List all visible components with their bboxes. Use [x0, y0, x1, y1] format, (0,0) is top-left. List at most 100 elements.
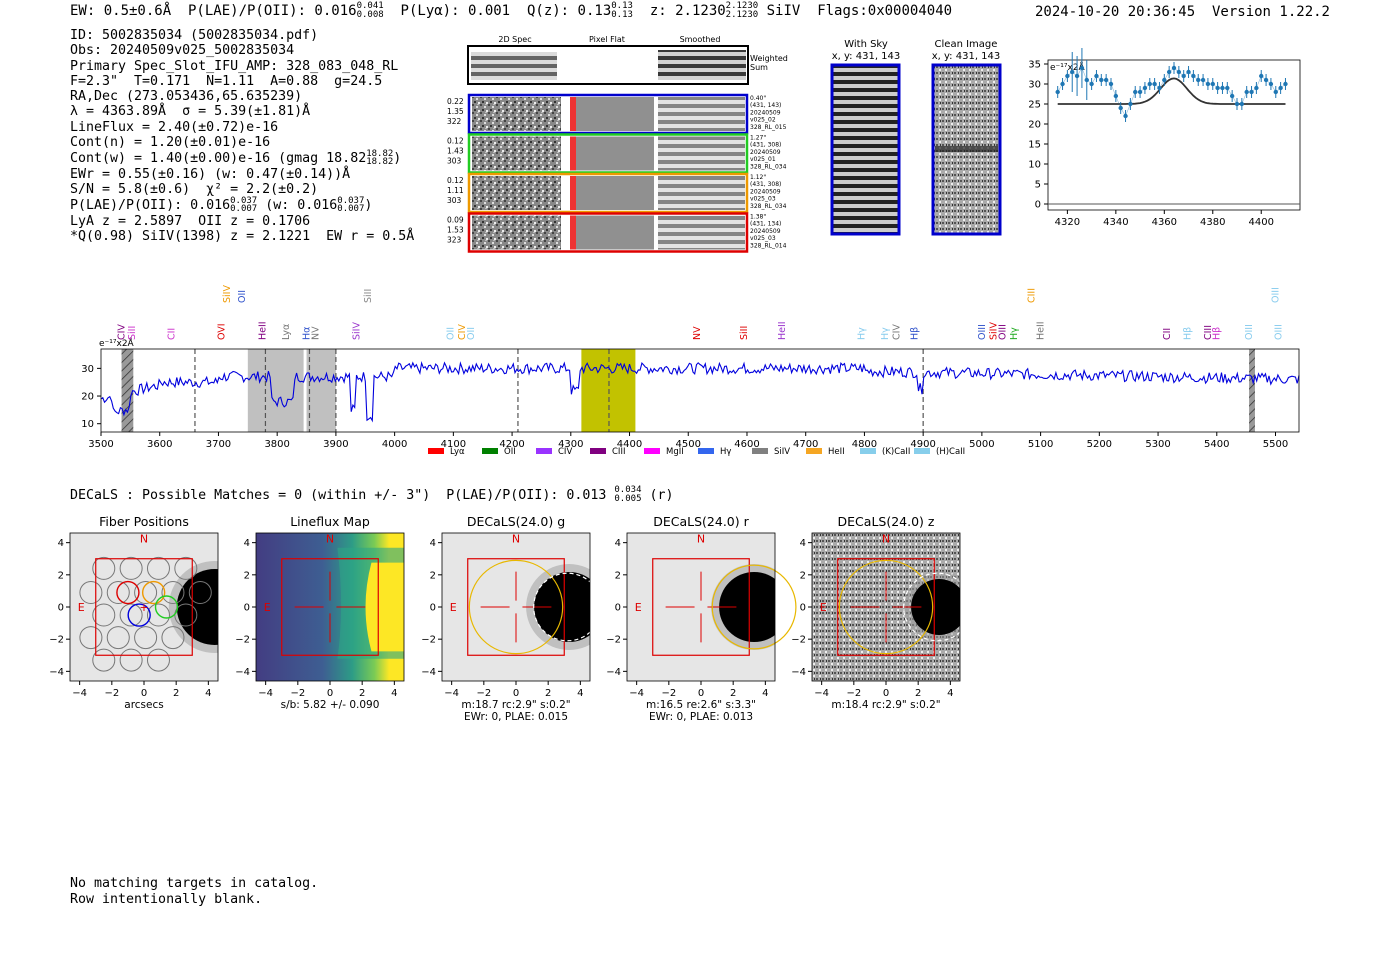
spectrum-line-id-label: CIV	[116, 324, 127, 340]
legend-swatch	[536, 448, 552, 454]
spectrum-line-id-label: Hα	[301, 327, 312, 340]
fiber-circle	[79, 581, 103, 605]
panel-ytick-label: 4	[58, 538, 64, 549]
spectrum-xtick-label: 3700	[206, 439, 231, 450]
spectrum-line-id-label: CIV	[457, 324, 468, 340]
spectrum-line-id-label: OIII	[977, 324, 988, 340]
cutout-right-label: 1.27"	[750, 135, 766, 142]
cutout-gap	[563, 215, 567, 250]
panel-ytick-label: 2	[244, 570, 250, 581]
spectrum-line-id-label: CIII	[1203, 325, 1214, 340]
col-header-smoothed: Smoothed	[680, 35, 721, 44]
spectrum-ytick-label: 10	[81, 419, 94, 430]
with-sky-image	[830, 63, 901, 236]
catalog-aperture	[468, 559, 564, 655]
cutout-right-label: 328_RL_034	[750, 203, 787, 210]
info-line: P(LAE)/P(OII): 0.0160.037 0.007 (w: 0.016…	[70, 196, 373, 215]
info-line: EWr = 0.55(±0.16) (w: 0.47(±0.14))Å	[70, 166, 351, 182]
spectrum-xtick-label: 4600	[734, 439, 759, 450]
spectrum-line-id-label: SiIV	[989, 322, 1000, 340]
spectrum-line-id-label: CII	[1162, 328, 1173, 340]
spectrum-xtick-label: 4300	[558, 439, 583, 450]
cutout-left-label: 322	[447, 117, 462, 126]
imaging-panel: N E DECaLS(24.0) r −4 −4 −2 −2 0 0 2 2 4 4 m:16.5 re:…	[606, 514, 815, 723]
panel-ytick-label: −4	[235, 667, 250, 678]
panel-ytick-label: 4	[800, 538, 806, 549]
legend-swatch	[590, 448, 606, 454]
fiber-circle	[134, 626, 158, 650]
legend-label: Hγ	[720, 447, 731, 457]
spectrum-line-id-label: OIII	[997, 324, 1008, 340]
fiber-circle	[92, 603, 116, 627]
zoom-xtick-label: 4380	[1200, 217, 1225, 228]
bright-source	[911, 579, 968, 635]
cutout-left-label: 0.12	[447, 137, 464, 146]
panel-xtick-label: 0	[883, 688, 889, 699]
cutout-right-label: 328_RL_034	[750, 163, 787, 170]
legend-swatch	[482, 448, 498, 454]
spectrum-line-id-label: SiIV	[222, 285, 233, 303]
cutout-right-label: (431, 143)	[750, 102, 781, 109]
fiber-circle	[146, 603, 170, 627]
panel-title: Lineflux Map	[290, 514, 370, 529]
cutout-2dspec	[472, 215, 561, 250]
spectrum-xtick-label: 4200	[499, 439, 524, 450]
panel-xtick-label: 2	[915, 688, 921, 699]
panel-xtick-label: 4	[762, 688, 768, 699]
cutout-right-label: 0.40"	[750, 95, 766, 102]
fiber-center-marker: +	[139, 601, 148, 614]
lineflux-map-peak	[365, 562, 404, 652]
spectrum-line-id-label: NV	[310, 326, 321, 340]
clean-image-coords: x, y: 431, 143	[932, 51, 1001, 62]
cutout-flat-bad-column	[570, 97, 576, 131]
panel-caption-2: EWr: 0, PLAE: 0.013	[649, 711, 753, 723]
spectrum-line-id-label: CIII	[1027, 288, 1038, 303]
cutout-pixel-flat	[576, 97, 654, 131]
cutout-gap	[654, 176, 657, 210]
spectrum-hatched-band	[121, 349, 134, 432]
cutout-left-label: 323	[447, 236, 462, 245]
spectrum-xtick-label: 5500	[1263, 439, 1288, 450]
panel-xtick-label: 2	[730, 688, 736, 699]
weighted-sum-2dspec	[471, 52, 557, 80]
cutout-2dspec	[472, 97, 561, 131]
legend-label: CIII	[612, 447, 625, 457]
spectral-cutouts: 2D Spec Pixel Flat Smoothed Weighted Sum…	[447, 35, 788, 253]
panel-caption-2: EWr: 0, PLAE: 0.015	[464, 711, 568, 723]
cutout-left-label: 303	[447, 157, 462, 166]
cutout-flat-bad-column	[570, 215, 576, 250]
panel-ytick-label: −4	[606, 667, 621, 678]
cutout-right-label: 1.38"	[750, 214, 766, 221]
spectrum-frame	[100, 348, 1300, 433]
bright-source	[719, 572, 790, 642]
panel-ytick-label: 2	[430, 570, 436, 581]
catalog-aperture	[711, 564, 797, 650]
fiber-circle	[119, 556, 143, 580]
spectrum-xtick-label: 5200	[1087, 439, 1112, 450]
imaging-panel: N E Lineflux Map −4 −4 −2 −2 0 0 2 2 4 4 s/b: 5.82 +/…	[235, 514, 405, 711]
legend-swatch	[752, 448, 768, 454]
spectrum-xtick-label: 5000	[969, 439, 994, 450]
zoom-ytick-label: 25	[1028, 100, 1041, 111]
spectrum-flux-line	[100, 361, 1300, 423]
source-aperture	[903, 572, 972, 642]
catalog-aperture	[838, 559, 934, 655]
spectrum-xtick-label: 3600	[147, 439, 172, 450]
legend-swatch	[428, 448, 444, 454]
fiber-circle-selected	[127, 603, 151, 627]
spectrum-ytick-label: 20	[81, 392, 94, 403]
imaging-panel: + N E Fiber Positions −4 −4 −2 −2 0 0 2 2 4 4 arcsecs	[49, 514, 261, 711]
panel-xtick-label: −4	[444, 688, 459, 699]
spectrum-line-id-label: NV	[692, 326, 703, 340]
legend-swatch	[644, 448, 660, 454]
panel-ytick-label: 0	[615, 603, 621, 614]
fiber-circle	[119, 603, 143, 627]
cutout-2dspec	[472, 176, 561, 210]
cutout-right-label: v025_02	[750, 117, 776, 124]
panel-caption: arcsecs	[124, 699, 163, 711]
cutout-pixel-flat	[576, 136, 654, 171]
fiber-circle-selected	[141, 580, 166, 605]
info-line: ID: 5002835034 (5002835034.pdf)	[70, 28, 319, 43]
panel-xtick-label: 0	[698, 688, 704, 699]
